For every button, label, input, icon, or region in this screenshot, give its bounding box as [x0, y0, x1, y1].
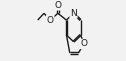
Text: O: O: [47, 16, 54, 25]
Text: N: N: [70, 9, 77, 18]
Text: O: O: [81, 39, 88, 48]
Text: O: O: [54, 1, 61, 10]
